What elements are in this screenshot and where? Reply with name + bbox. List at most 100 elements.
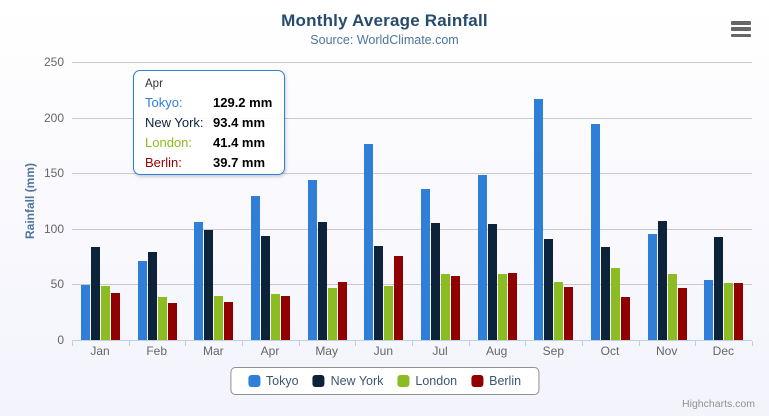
bar-new-york-jan[interactable] [90, 247, 100, 340]
gridline-150 [72, 173, 752, 175]
tooltip-row: New York: 93.4 mm [145, 113, 273, 133]
bar-new-york-feb[interactable] [147, 252, 157, 340]
bar-berlin-may[interactable] [337, 281, 347, 340]
x-axis-label-mar: Mar [202, 344, 224, 358]
bar-london-sep[interactable] [554, 281, 564, 340]
x-axis-label-feb: Feb [146, 344, 167, 358]
bar-new-york-apr[interactable] [260, 236, 270, 340]
bar-tokyo-nov[interactable] [647, 233, 657, 340]
tooltip-series-value: 41.4 mm [213, 135, 266, 150]
bar-london-apr[interactable] [270, 293, 280, 340]
bar-tokyo-sep[interactable] [534, 99, 544, 340]
bar-new-york-mar[interactable] [204, 230, 214, 340]
bar-tokyo-feb[interactable] [137, 260, 147, 340]
legend-item-new-york[interactable]: New York [312, 374, 384, 388]
x-axis-tick [525, 341, 527, 346]
bar-berlin-feb[interactable] [167, 303, 177, 340]
x-axis-label-sep: Sep [542, 344, 564, 358]
bar-london-jun[interactable] [384, 286, 394, 340]
tooltip-row: London: 41.4 mm [145, 133, 273, 153]
y-axis-label-150: 150 [43, 166, 64, 181]
bar-berlin-oct[interactable] [620, 296, 630, 340]
bar-berlin-apr[interactable] [280, 295, 290, 340]
gridline-50 [72, 284, 752, 286]
bar-berlin-mar[interactable] [224, 301, 234, 340]
legend-label: Berlin [489, 374, 522, 388]
tooltip-series-value: 39.7 mm [213, 155, 266, 170]
bar-berlin-sep[interactable] [564, 287, 574, 340]
tooltip-series-label: London: [145, 135, 192, 150]
tooltip-series-label: New York: [145, 115, 204, 130]
bar-berlin-dec[interactable] [734, 283, 744, 340]
x-axis-label-may: May [315, 344, 338, 358]
x-axis-label-jan: Jan [90, 344, 110, 358]
tooltip-row: Tokyo: 129.2 mm [145, 93, 273, 113]
x-axis-tick [695, 341, 697, 346]
bar-berlin-nov[interactable] [677, 287, 687, 340]
bar-berlin-aug[interactable] [507, 272, 517, 340]
x-axis-tick [298, 341, 300, 346]
bar-london-aug[interactable] [497, 273, 507, 340]
y-axis-label-200: 200 [43, 110, 64, 125]
y-axis-label-0: 0 [57, 333, 64, 347]
tooltip-header: Apr [145, 78, 163, 90]
bar-tokyo-aug[interactable] [477, 174, 487, 340]
bar-new-york-nov[interactable] [657, 221, 667, 340]
bar-new-york-may[interactable] [317, 222, 327, 340]
legend-swatch-icon [471, 375, 484, 387]
x-axis-label-dec: Dec [712, 344, 734, 358]
bar-tokyo-oct[interactable] [590, 124, 600, 340]
x-axis-tick [582, 341, 583, 346]
plot-area: 0 50 100 150 200 250 Jan Feb Mar Apr May Jun Jul Aug… [44, 55, 753, 358]
legend-item-london[interactable]: London [397, 374, 457, 388]
export-menu-icon[interactable] [731, 21, 751, 37]
x-axis-tick [242, 341, 243, 346]
gridline-200 [72, 117, 752, 119]
gridline-250 [72, 62, 752, 63]
x-axis-label-jun: Jun [373, 344, 393, 358]
x-axis-tick [412, 341, 413, 346]
legend-swatch-icon [312, 375, 325, 387]
bar-tokyo-apr[interactable] [250, 196, 260, 340]
legend: Tokyo New York London Berlin [229, 367, 540, 395]
tooltip-series-value: 129.2 mm [213, 95, 273, 110]
bar-london-may[interactable] [327, 287, 337, 340]
bar-new-york-jun[interactable] [374, 246, 384, 340]
bar-tokyo-may[interactable] [307, 179, 317, 340]
tooltip-series-value: 93.4 mm [213, 115, 266, 130]
bar-london-mar[interactable] [214, 296, 224, 340]
legend-item-tokyo[interactable]: Tokyo [247, 374, 299, 388]
legend-label: New York [330, 374, 384, 388]
legend-item-berlin[interactable]: Berlin [471, 374, 521, 388]
x-axis-line [72, 340, 752, 341]
hamburger-bar [731, 21, 751, 25]
legend-label: Tokyo [265, 374, 299, 388]
bar-london-jul[interactable] [440, 274, 450, 340]
bar-tokyo-jul[interactable] [420, 189, 430, 340]
tooltip: Apr Tokyo: 129.2 mm New York: 93.4 mm London… [133, 70, 285, 175]
bar-london-feb[interactable] [157, 296, 167, 340]
bar-tokyo-mar[interactable] [194, 221, 204, 340]
x-axis-tick [72, 341, 73, 346]
bar-london-jan[interactable] [100, 285, 110, 340]
bar-tokyo-dec[interactable] [704, 279, 714, 340]
bar-new-york-dec[interactable] [714, 237, 724, 340]
bar-new-york-oct[interactable] [600, 247, 610, 340]
bar-tokyo-jun[interactable] [364, 144, 374, 340]
bar-berlin-jun[interactable] [394, 256, 404, 340]
bar-new-york-aug[interactable] [487, 224, 497, 340]
bar-london-nov[interactable] [667, 274, 677, 340]
bar-london-oct[interactable] [610, 267, 620, 340]
bar-london-dec[interactable] [724, 283, 734, 340]
bar-berlin-jan[interactable] [110, 292, 120, 340]
chart-subtitle: Source: WorldClimate.com [310, 33, 459, 47]
bar-new-york-jul[interactable] [430, 223, 440, 340]
highcharts-credits-link[interactable]: Highcharts.com [682, 398, 755, 410]
hamburger-bar [731, 33, 751, 37]
bar-berlin-jul[interactable] [450, 276, 460, 340]
bar-new-york-sep[interactable] [544, 238, 554, 340]
x-axis-tick [355, 341, 357, 346]
x-axis-label-apr: Apr [260, 344, 280, 358]
bar-tokyo-jan[interactable] [80, 284, 90, 340]
